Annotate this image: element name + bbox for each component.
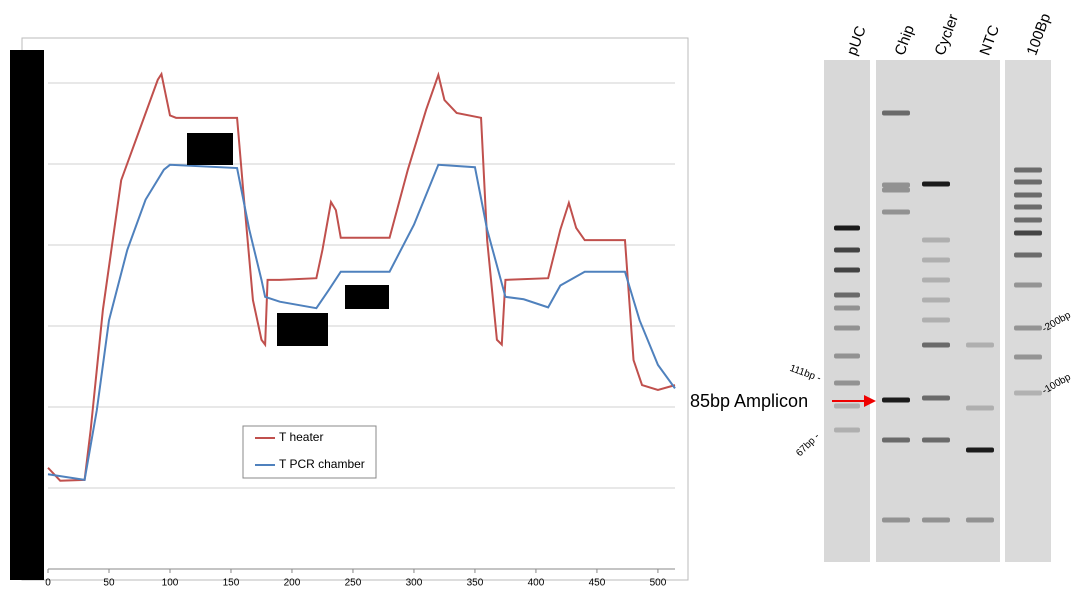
gel-band	[922, 318, 950, 323]
x-tick-label: 400	[528, 578, 545, 589]
redaction	[187, 133, 233, 165]
gel-panel	[824, 60, 870, 562]
redaction	[277, 313, 328, 346]
gel-band	[1014, 218, 1042, 223]
gel-band	[1014, 355, 1042, 360]
lane-label: Chip	[892, 23, 919, 58]
gel-band	[834, 293, 860, 298]
gel-band	[882, 398, 910, 403]
redaction	[345, 285, 389, 309]
gel-band	[1014, 283, 1042, 288]
x-tick-label: 500	[650, 578, 667, 589]
x-tick-label: 0	[45, 578, 51, 589]
gel-band	[834, 326, 860, 331]
gel-band	[922, 438, 950, 443]
gel-band	[922, 298, 950, 303]
gel-band	[834, 248, 860, 253]
page: {"chart_data": {"type": "line", "xlim": …	[0, 0, 1078, 589]
gel-band	[922, 238, 950, 243]
gel-band	[966, 518, 994, 523]
legend-label: T PCR chamber	[279, 457, 365, 471]
gel-band	[1014, 326, 1042, 331]
gel-band	[922, 343, 950, 348]
annotation: 85bp Amplicon	[690, 391, 808, 411]
gel-band	[834, 404, 860, 409]
x-tick-label: 450	[589, 578, 606, 589]
x-tick-label: 150	[223, 578, 240, 589]
gel-band	[882, 210, 910, 215]
gel-band	[922, 396, 950, 401]
gel-panel	[1005, 60, 1051, 562]
redaction	[10, 50, 44, 580]
x-tick-label: 100	[162, 578, 179, 589]
gel-band	[882, 183, 910, 188]
marker-label: 111bp -	[788, 363, 822, 384]
gel-band	[1014, 391, 1042, 396]
gel-band	[834, 428, 860, 433]
gel-band	[882, 518, 910, 523]
gel-band	[1014, 231, 1042, 236]
gel-band	[966, 448, 994, 453]
gel-band	[882, 438, 910, 443]
gel-band	[1014, 168, 1042, 173]
legend-label: T heater	[279, 430, 323, 444]
gel-band	[834, 268, 860, 273]
gel-image	[824, 60, 1051, 562]
gel-band	[966, 343, 994, 348]
gel-band	[834, 354, 860, 359]
lane-label: pUC	[844, 24, 870, 58]
gel-band	[1014, 193, 1042, 198]
x-tick-label: 250	[345, 578, 362, 589]
lane-labels: pUC Chip Cycler NTC 100Bp	[844, 11, 1055, 58]
gel-band	[1014, 205, 1042, 210]
lane-label: NTC	[977, 23, 1004, 58]
gel-band	[882, 188, 910, 193]
gel-band	[1014, 253, 1042, 258]
gel-band	[922, 258, 950, 263]
lane-label: 100Bp	[1024, 11, 1055, 58]
marker-label: 67bp -	[794, 431, 822, 459]
x-tick-label: 300	[406, 578, 423, 589]
gel-band	[834, 226, 860, 231]
x-tick-label: 50	[103, 578, 115, 589]
gel-band	[1014, 180, 1042, 185]
legend: T heater T PCR chamber	[243, 426, 376, 478]
figure: 0 50 100 150 200 250 300 350 400 450 500 T heater …	[0, 0, 1078, 589]
gel-band	[922, 518, 950, 523]
lane-label: Cycler	[932, 12, 963, 58]
gel-band	[834, 306, 860, 311]
x-tick-label: 350	[467, 578, 484, 589]
gel-band	[922, 182, 950, 187]
gel-band	[922, 278, 950, 283]
gel-band	[882, 111, 910, 116]
gel-band	[834, 381, 860, 386]
gel-panel	[876, 60, 1000, 562]
gel-band	[966, 406, 994, 411]
x-tick-label: 200	[284, 578, 301, 589]
